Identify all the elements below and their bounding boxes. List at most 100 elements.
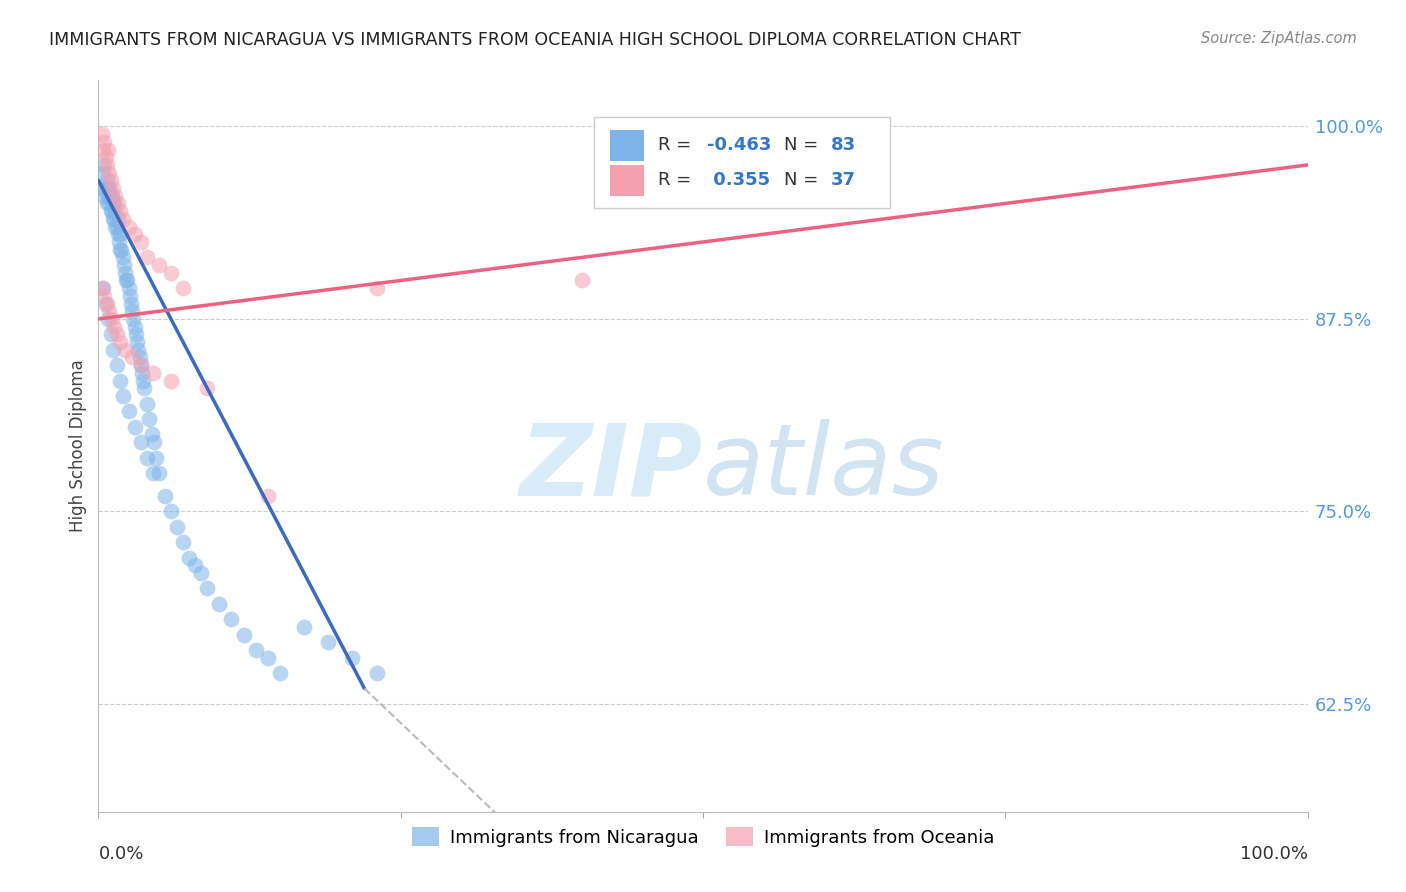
Point	[101, 196, 124, 211]
Point	[96, 296, 118, 310]
Point	[118, 219, 141, 234]
Point	[94, 150, 117, 164]
Point	[129, 358, 152, 372]
Point	[142, 466, 165, 480]
Point	[108, 204, 131, 219]
Point	[103, 196, 125, 211]
Point	[127, 343, 149, 357]
Point	[101, 181, 124, 195]
Point	[124, 227, 146, 242]
FancyBboxPatch shape	[610, 165, 644, 196]
Point	[195, 582, 218, 596]
Point	[366, 666, 388, 681]
Point	[98, 166, 121, 180]
Point	[108, 227, 131, 242]
Point	[104, 188, 127, 202]
Point	[105, 219, 128, 234]
Point	[100, 312, 122, 326]
Point	[135, 397, 157, 411]
Point	[316, 635, 339, 649]
Point	[172, 281, 194, 295]
Point	[100, 204, 122, 219]
Point	[160, 504, 183, 518]
Point	[93, 135, 115, 149]
Point	[107, 196, 129, 211]
Point	[110, 243, 132, 257]
Point	[292, 620, 315, 634]
Point	[221, 612, 243, 626]
Point	[93, 289, 115, 303]
Point	[101, 211, 124, 226]
Point	[129, 435, 152, 450]
Point	[256, 489, 278, 503]
Point	[105, 327, 128, 342]
Point	[105, 358, 128, 372]
Point	[107, 227, 129, 242]
Point	[96, 196, 118, 211]
Legend: Immigrants from Nicaragua, Immigrants from Oceania: Immigrants from Nicaragua, Immigrants fr…	[405, 820, 1001, 854]
Point	[100, 188, 122, 202]
Point	[91, 181, 114, 195]
Text: N =: N =	[785, 136, 824, 153]
Point	[104, 219, 127, 234]
Point	[103, 319, 125, 334]
Point	[93, 158, 115, 172]
Point	[125, 327, 148, 342]
Point	[98, 196, 121, 211]
Point	[98, 181, 121, 195]
Point	[143, 435, 166, 450]
Point	[342, 650, 364, 665]
Text: 100.0%: 100.0%	[1240, 845, 1308, 863]
Point	[108, 235, 131, 249]
Point	[100, 204, 122, 219]
Point	[96, 173, 118, 187]
Point	[124, 419, 146, 434]
Point	[153, 489, 176, 503]
Text: IMMIGRANTS FROM NICARAGUA VS IMMIGRANTS FROM OCEANIA HIGH SCHOOL DIPLOMA CORRELA: IMMIGRANTS FROM NICARAGUA VS IMMIGRANTS …	[49, 31, 1021, 49]
Point	[134, 381, 156, 395]
Point	[100, 173, 122, 187]
Point	[127, 334, 149, 349]
Point	[184, 558, 207, 573]
Text: ZIP: ZIP	[520, 419, 703, 516]
Point	[91, 127, 114, 141]
Text: 0.355: 0.355	[707, 170, 769, 189]
FancyBboxPatch shape	[595, 117, 890, 209]
Point	[97, 181, 120, 195]
Point	[91, 281, 114, 295]
Point	[104, 204, 127, 219]
Point	[120, 296, 142, 310]
Point	[124, 319, 146, 334]
Text: 37: 37	[831, 170, 856, 189]
Point	[195, 381, 218, 395]
FancyBboxPatch shape	[610, 130, 644, 161]
Text: -0.463: -0.463	[707, 136, 770, 153]
Point	[128, 351, 150, 365]
Point	[112, 258, 135, 272]
Point	[118, 281, 141, 295]
Point	[148, 466, 170, 480]
Point	[100, 188, 122, 202]
Text: N =: N =	[785, 170, 824, 189]
Point	[256, 650, 278, 665]
Text: R =: R =	[658, 136, 697, 153]
Point	[179, 550, 201, 565]
Point	[121, 351, 143, 365]
Point	[135, 251, 157, 265]
Point	[91, 166, 114, 180]
Point	[114, 266, 136, 280]
Point	[135, 450, 157, 465]
Point	[208, 597, 231, 611]
Point	[366, 281, 388, 295]
Point	[117, 273, 139, 287]
Y-axis label: High School Diploma: High School Diploma	[69, 359, 87, 533]
Point	[97, 312, 120, 326]
Point	[118, 404, 141, 418]
Point	[115, 273, 138, 287]
Point	[114, 343, 136, 357]
Point	[166, 520, 188, 534]
Point	[122, 312, 145, 326]
Text: R =: R =	[658, 170, 697, 189]
Point	[91, 143, 114, 157]
Point	[160, 266, 183, 280]
